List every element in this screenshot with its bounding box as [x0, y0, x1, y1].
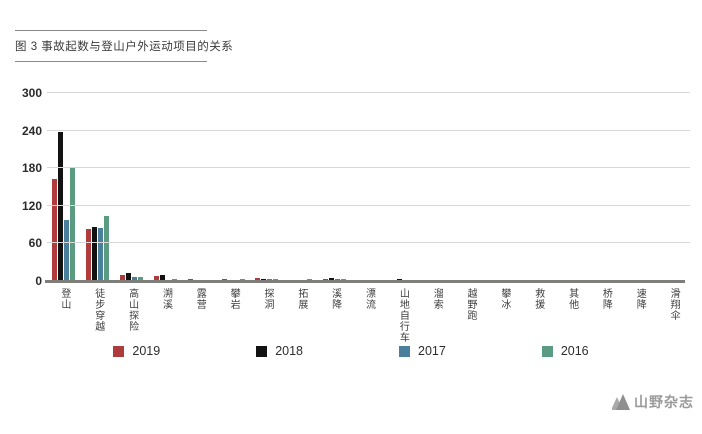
y-tick-label-180: 180 [21, 161, 42, 176]
legend-item-2017: 2017 [399, 344, 446, 358]
chart-legend: 2019 2018 2017 2016 [0, 344, 702, 358]
category-label-山地自行车: 山地自行车 [397, 288, 409, 343]
bar-溪降-2018 [329, 277, 335, 281]
legend-swatch-2017 [399, 345, 410, 357]
bar-group-溪降: 溪降 [318, 93, 352, 310]
legend-label-2018: 2018 [275, 344, 303, 358]
y-tick-label-300: 300 [21, 86, 42, 100]
bar-group-高山探险: 高山探险 [115, 93, 149, 332]
bar-groups: 登山 徒步穿越 高山探险 溯溪 露营 攀岩 探洞 拓展 溪降 漂流 山地自行车 溜索 越野跑 攀冰 救援 其他… [47, 93, 690, 343]
bar-登山-2017 [64, 219, 70, 281]
category-label-滑翔伞: 滑翔伞 [668, 288, 680, 321]
bar-溪降-2019 [323, 278, 329, 281]
bar-高山探险-2019 [120, 275, 126, 281]
bar-group-登山: 登山 [47, 93, 81, 310]
category-label-高山探险: 高山探险 [126, 288, 138, 332]
bar-登山-2018 [58, 131, 64, 281]
bar-group-攀冰: 攀冰 [487, 93, 521, 310]
bar-探洞-2018 [261, 278, 267, 281]
title-bottom-rule [15, 61, 207, 62]
legend-swatch-2019 [113, 345, 125, 357]
gridline-y-300 [47, 92, 690, 93]
bar-徒步穿越-2016 [104, 216, 110, 281]
bar-group-越野跑: 越野跑 [453, 93, 487, 321]
bar-group-漂流: 漂流 [352, 93, 386, 310]
bar-group-桥降: 桥降 [589, 93, 623, 310]
title-top-rule [15, 30, 207, 31]
figure-title: 图 3 事故起数与登山户外运动项目的关系 [15, 41, 234, 53]
bar-group-溜索: 溜索 [419, 93, 453, 310]
bar-group-救援: 救援 [521, 93, 555, 310]
legend-swatch-2016 [541, 345, 553, 357]
bar-group-溯溪: 溯溪 [149, 93, 183, 310]
bar-探洞-2019 [255, 277, 261, 281]
mountain-logo-icon [612, 394, 630, 410]
category-label-速降: 速降 [634, 288, 646, 310]
category-label-拓展: 拓展 [295, 288, 307, 310]
category-label-漂流: 漂流 [363, 288, 375, 310]
bar-group-其他: 其他 [555, 93, 589, 310]
figure-title-block: 图 3 事故起数与登山户外运动项目的关系 [15, 30, 234, 62]
legend-item-2018: 2018 [256, 344, 303, 358]
bar-row [86, 216, 110, 281]
legend-item-2019: 2019 [113, 344, 160, 358]
bar-row [52, 131, 76, 281]
bar-登山-2019 [52, 178, 58, 281]
category-label-攀冰: 攀冰 [498, 288, 510, 310]
y-tick-label-0: 0 [35, 274, 42, 288]
bar-group-山地自行车: 山地自行车 [385, 93, 419, 343]
bar-group-滑翔伞: 滑翔伞 [656, 93, 690, 321]
bar-group-攀岩: 攀岩 [216, 93, 250, 310]
bar-溪降-2016 [341, 278, 347, 281]
x-axis-baseline [45, 280, 685, 283]
bar-徒步穿越-2019 [86, 229, 92, 281]
category-label-徒步穿越: 徒步穿越 [92, 288, 104, 332]
bar-徒步穿越-2017 [98, 228, 104, 281]
gridline-y-60 [47, 242, 690, 244]
bar-group-徒步穿越: 徒步穿越 [81, 93, 115, 332]
bar-chart-plot-area: 登山 徒步穿越 高山探险 溯溪 露营 攀岩 探洞 拓展 溪降 漂流 山地自行车 溜索 越野跑 攀冰 救援 其他… [47, 92, 690, 343]
category-label-探洞: 探洞 [261, 288, 273, 310]
legend-swatch-2018 [256, 345, 268, 357]
category-label-越野跑: 越野跑 [465, 288, 477, 321]
bar-探洞-2017 [267, 278, 273, 281]
bar-溯溪-2019 [153, 276, 159, 281]
bar-group-探洞: 探洞 [250, 93, 284, 310]
bar-溯溪-2016 [171, 278, 177, 281]
category-label-溪降: 溪降 [329, 288, 341, 310]
category-label-攀岩: 攀岩 [228, 288, 240, 310]
legend-item-2016: 2016 [541, 344, 589, 358]
category-label-其他: 其他 [566, 288, 578, 310]
category-label-溯溪: 溯溪 [160, 288, 172, 310]
category-label-露营: 露营 [194, 288, 206, 310]
legend-label-2017: 2017 [418, 344, 446, 358]
bar-溯溪-2018 [159, 274, 165, 281]
category-label-溜索: 溜索 [431, 288, 443, 310]
y-tick-label-240: 240 [21, 123, 42, 138]
category-label-救援: 救援 [532, 288, 544, 310]
bar-group-露营: 露营 [182, 93, 216, 310]
category-label-桥降: 桥降 [600, 288, 612, 310]
bar-徒步穿越-2018 [92, 227, 98, 281]
bar-高山探险-2018 [126, 273, 132, 281]
legend-label-2016: 2016 [560, 344, 589, 358]
category-label-登山: 登山 [58, 288, 70, 310]
y-tick-label-120: 120 [21, 198, 42, 213]
bar-row [120, 273, 144, 281]
gridline-y-240 [47, 129, 690, 131]
bar-高山探险-2017 [132, 276, 138, 281]
bar-group-速降: 速降 [622, 93, 656, 310]
y-tick-label-60: 60 [28, 236, 42, 251]
brand-footer: 山野杂志 [612, 392, 694, 412]
brand-name: 山野杂志 [634, 394, 694, 410]
bar-group-拓展: 拓展 [284, 93, 318, 310]
bar-登山-2016 [70, 167, 76, 281]
gridline-y-120 [47, 204, 690, 206]
legend-label-2019: 2019 [132, 344, 161, 358]
gridline-y-180 [47, 167, 690, 169]
bar-高山探险-2016 [138, 277, 144, 281]
